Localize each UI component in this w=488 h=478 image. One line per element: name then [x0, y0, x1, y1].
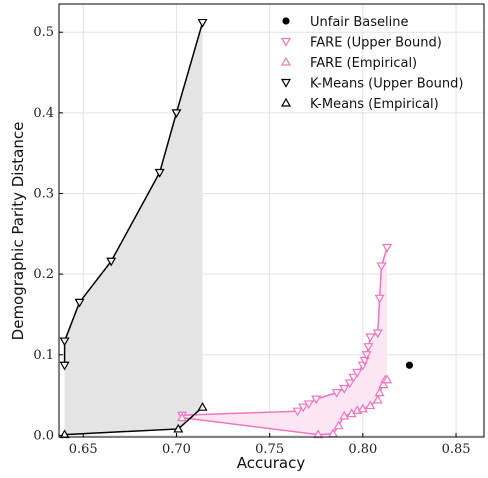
k-means-upper-bound-point — [154, 168, 165, 178]
x-axis-ticks: 0.65 0.70 0.75 0.80 0.85 — [69, 433, 471, 457]
fare-empirical-point — [313, 429, 324, 439]
y-axis-ticks: 0.0 0.1 0.2 0.3 0.4 0.5 — [33, 25, 63, 443]
fare-upper-bound-point — [363, 343, 374, 352]
x-tick-label: 0.65 — [69, 442, 98, 457]
series-markers — [59, 18, 414, 439]
fare-upper-bound-point — [344, 379, 355, 389]
k-means-upper-bound-point — [106, 257, 117, 267]
fare-empirical-point — [333, 420, 344, 430]
fare-upper-bound-point — [292, 407, 303, 417]
y-tick-label: 0.4 — [33, 106, 54, 121]
k-means-upper-bound-point — [171, 109, 182, 119]
unfair-baseline-legend-marker — [282, 17, 290, 25]
fare-empirical-point — [176, 412, 188, 422]
y-tick-label: 0.1 — [33, 348, 54, 363]
fare-upper-bound-point — [382, 243, 393, 253]
fare-upper-bound-point — [376, 262, 387, 272]
k-means-empirical-point — [197, 401, 208, 411]
fare-empirical-point — [372, 394, 383, 404]
fare-upper-bound-legend-marker — [280, 37, 292, 47]
fare-upper-bound-point — [348, 373, 359, 383]
k-means-empirical-legend-marker — [280, 97, 292, 107]
legend-label-fare-upper-bound: FARE (Upper Bound) — [310, 36, 442, 51]
fare-empirical-point — [378, 379, 389, 389]
x-tick-label: 0.80 — [348, 442, 377, 457]
fare-upper-bound-point — [361, 351, 372, 360]
fare-empirical-point — [357, 403, 368, 413]
legend: Unfair Baseline FARE (Upper Bound) FARE (E… — [280, 15, 463, 112]
fare-upper-bound-point — [339, 385, 350, 394]
k-means-empirical-point — [173, 423, 184, 433]
plot-frame — [58, 3, 485, 438]
fare-empirical-point — [339, 410, 350, 420]
x-tick-label: 0.85 — [442, 442, 471, 457]
kmeans-region-fill — [64, 22, 203, 435]
fare-upper-bound-point — [303, 400, 314, 410]
k-means-upper-bound-legend-marker — [280, 78, 292, 88]
k-means-upper-bound-point — [59, 361, 70, 371]
legend-label-k-means-empirical: K-Means (Empirical) — [310, 97, 439, 112]
fare-upper-bound-point — [311, 395, 322, 405]
fare-region-fill — [182, 247, 388, 435]
fare-empirical-point — [374, 387, 385, 397]
legend-label-fare-empirical: FARE (Empirical) — [310, 56, 417, 71]
fare-upper-bound-point — [374, 294, 385, 304]
x-axis-label: Accuracy — [237, 454, 306, 472]
y-tick-label: 0.5 — [33, 25, 54, 40]
legend-label-k-means-upper-bound: K-Means (Upper Bound) — [310, 77, 463, 92]
fare-empirical-point — [382, 374, 393, 384]
y-tick-label: 0.2 — [33, 267, 54, 282]
fare-empirical-point — [365, 400, 376, 410]
k-means-upper-bound-point — [197, 18, 208, 28]
y-tick-label: 0.0 — [33, 428, 54, 443]
x-tick-label: 0.70 — [162, 442, 191, 457]
x-tick-label: 0.75 — [255, 442, 284, 457]
fare-upper-bound-point — [331, 389, 342, 398]
fare-upper-bound-point — [298, 403, 309, 413]
y-tick-label: 0.3 — [33, 186, 54, 201]
k-means-upper-bound-point — [59, 337, 70, 347]
region-fills — [64, 22, 388, 435]
fare-upper-bound-point — [365, 333, 376, 343]
legend-label-unfair-baseline: Unfair Baseline — [310, 15, 409, 30]
k-means-upper-bound-point — [74, 298, 85, 308]
y-axis-label: Demographic Parity Distance — [9, 122, 27, 341]
fare-upper-bound-point — [352, 368, 363, 378]
fare-upper-bound-point — [372, 329, 383, 339]
fare-empirical-legend-marker — [280, 56, 292, 66]
unfair-baseline-point — [405, 361, 414, 369]
